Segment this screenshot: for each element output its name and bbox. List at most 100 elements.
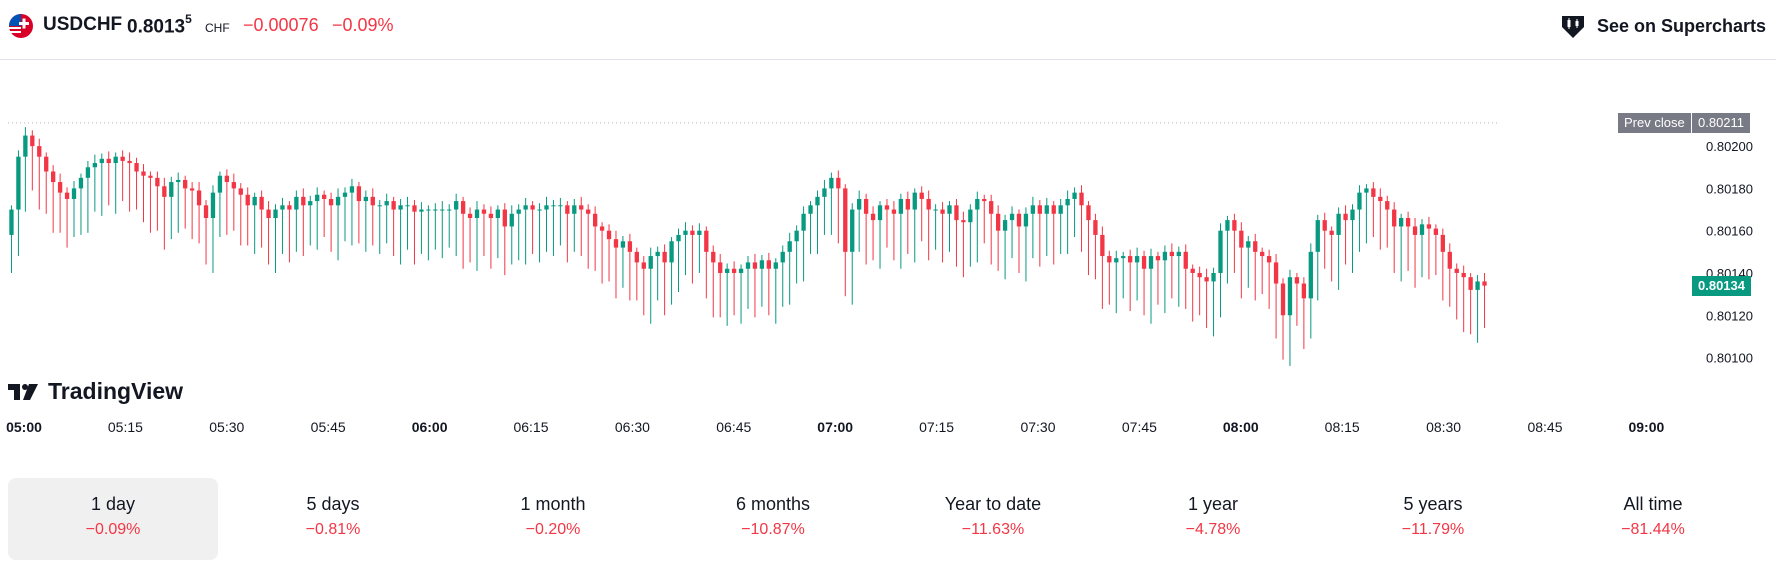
candle — [30, 130, 35, 191]
candle — [648, 247, 653, 324]
candle-body — [426, 209, 431, 211]
candle-body — [1343, 213, 1348, 221]
candle — [460, 196, 466, 269]
candle — [982, 194, 987, 244]
candle-body — [1447, 251, 1452, 269]
candle-body — [1093, 220, 1098, 235]
candle-body — [606, 230, 612, 240]
candle-body — [120, 156, 125, 161]
candle-body — [738, 268, 744, 273]
period-5-years[interactable]: 5 years −11.79% — [1328, 478, 1538, 560]
candle — [586, 204, 591, 269]
candle — [1280, 278, 1286, 360]
candle-body — [412, 205, 417, 212]
candle-body — [454, 201, 459, 210]
candle-body — [982, 198, 987, 202]
candle-body — [64, 192, 70, 199]
prev-close-value: 0.80211 — [1692, 112, 1751, 133]
candle — [1030, 196, 1036, 259]
period-change: −11.63% — [961, 521, 1025, 538]
candle-body — [961, 220, 966, 223]
candle — [1211, 267, 1216, 337]
candle — [1002, 214, 1008, 280]
symbol-header: USDCHF 0.80135 CHF −0.00076 −0.09% See o… — [0, 0, 1776, 60]
period-1-day[interactable]: 1 day −0.09% — [8, 478, 218, 560]
candle-body — [752, 262, 758, 269]
candle-body — [1114, 258, 1119, 263]
candle — [815, 190, 820, 254]
candle — [1343, 205, 1348, 265]
period-all-time[interactable]: All time −81.44% — [1548, 478, 1758, 560]
candle — [176, 172, 181, 233]
candle — [1093, 213, 1098, 280]
candle-body — [203, 205, 209, 218]
candle-body — [342, 192, 348, 197]
candle — [509, 205, 514, 265]
candle — [530, 201, 535, 254]
candle-body — [1385, 201, 1390, 210]
candle — [23, 127, 28, 212]
candle — [794, 225, 799, 284]
candle-body — [1232, 220, 1237, 231]
candle-body — [217, 175, 223, 193]
candle-body — [280, 205, 285, 210]
tradingview-logo[interactable]: TradingView — [8, 378, 183, 405]
candle — [836, 170, 841, 244]
candle-body — [544, 205, 549, 210]
candle-body — [196, 190, 202, 206]
price-chart[interactable]: 0.802000.801800.801600.801400.801200.801… — [0, 60, 1776, 445]
candle — [933, 204, 938, 250]
candle-body — [9, 209, 14, 235]
candle-body — [113, 156, 118, 164]
candle — [134, 157, 139, 210]
y-tick-label: 0.80180 — [1706, 181, 1753, 196]
candle-body — [870, 213, 876, 221]
candle-body — [1329, 230, 1334, 235]
candle-body — [857, 198, 862, 210]
period-year-to-date[interactable]: Year to date −11.63% — [888, 478, 1098, 560]
candle — [189, 182, 195, 240]
period-name: 5 years — [1403, 494, 1463, 514]
candle-body — [155, 177, 160, 187]
candle-body — [1294, 277, 1300, 284]
candle-body — [836, 177, 841, 189]
candle — [266, 201, 271, 265]
candle — [1079, 185, 1084, 252]
candle-body — [787, 241, 792, 252]
period-1-month[interactable]: 1 month −0.20% — [448, 478, 658, 560]
candle-body — [676, 234, 681, 242]
candle-body — [1371, 188, 1376, 197]
price-fraction: 5 — [185, 12, 192, 26]
candle — [884, 198, 890, 248]
period-change: −4.78% — [1185, 521, 1241, 538]
candle-body — [891, 209, 897, 214]
x-tick-label: 07:45 — [1122, 419, 1157, 435]
last-price: 0.80135 — [127, 12, 192, 38]
see-on-supercharts-button[interactable]: See on Supercharts — [1559, 11, 1766, 41]
candle — [711, 245, 716, 318]
x-tick-label: 06:45 — [716, 419, 751, 435]
candle-body — [349, 186, 355, 193]
candle-body — [1100, 234, 1105, 257]
candle — [217, 171, 223, 238]
candle — [926, 190, 931, 261]
candle — [912, 188, 917, 263]
candle — [808, 201, 813, 254]
candle-body — [1412, 226, 1418, 235]
candle — [537, 203, 542, 263]
period-5-days[interactable]: 5 days −0.81% — [228, 478, 438, 560]
period-1-year[interactable]: 1 year −4.78% — [1108, 478, 1318, 560]
candle — [1169, 243, 1175, 299]
candle-body — [134, 163, 139, 172]
candle — [1148, 248, 1154, 324]
period-name: Year to date — [944, 494, 1042, 514]
candle — [919, 186, 924, 242]
candle — [92, 154, 98, 212]
candle-body — [801, 213, 806, 231]
period-6-months[interactable]: 6 months −10.87% — [668, 478, 878, 560]
candle — [1301, 277, 1307, 350]
symbol-name[interactable]: USDCHF — [43, 14, 123, 35]
period-name: 5 days — [306, 494, 360, 514]
candle-body — [16, 156, 21, 210]
price-change-percent: −0.09% — [332, 15, 394, 35]
